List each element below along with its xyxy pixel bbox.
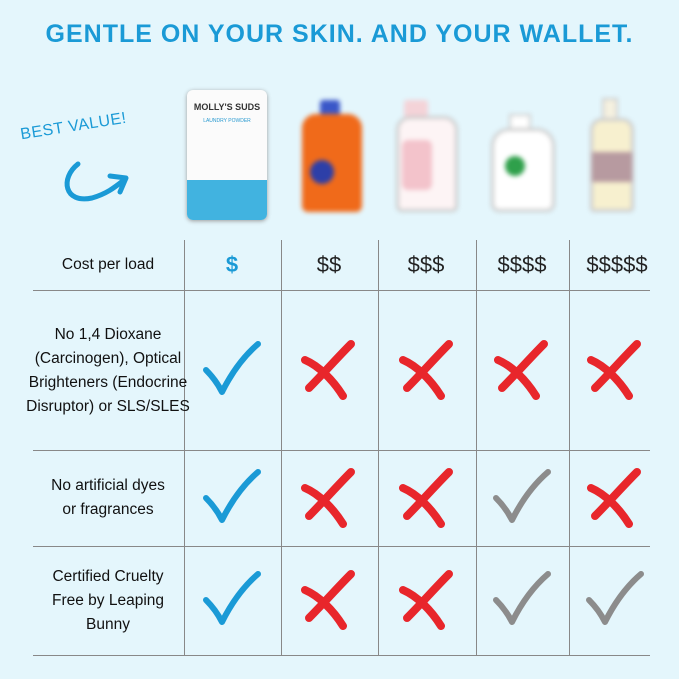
product-competitor-orange (298, 90, 364, 220)
x-mark-icon (492, 340, 552, 400)
x-mark-icon (585, 340, 645, 400)
row-label-cost: Cost per load (61, 256, 155, 273)
x-mark-icon (397, 340, 457, 400)
cost-value: $$$$$ (586, 252, 648, 277)
column-divider (378, 240, 379, 655)
x-mark-icon (299, 468, 359, 528)
product-competitor-cream (588, 90, 636, 220)
column-divider (569, 240, 570, 655)
column-divider (281, 240, 282, 655)
row-label-dyes: No artificial dyes or fragrances (51, 477, 165, 518)
cost-value: $ (225, 252, 239, 277)
product-competitor-pink (392, 90, 462, 220)
x-mark-icon (299, 570, 359, 630)
product-mollys-suds: MOLLY'S SUDS LAUNDRY POWDER (187, 90, 267, 220)
check-mark-icon (492, 468, 552, 528)
row-divider (33, 450, 650, 451)
cost-value: $$ (316, 252, 342, 277)
check-mark-icon (585, 570, 645, 630)
curved-arrow-icon (64, 161, 129, 202)
check-mark-icon (202, 468, 262, 528)
x-mark-icon (397, 468, 457, 528)
column-divider (184, 240, 185, 655)
x-mark-icon (585, 468, 645, 528)
row-label-cruelty: Certified Cruelty Free by Leaping Bunny (51, 568, 165, 633)
product-competitor-white-green (487, 90, 559, 220)
row-divider (33, 546, 650, 547)
check-mark-icon (202, 570, 262, 630)
x-mark-icon (299, 340, 359, 400)
best-value-badge: BEST VALUE! (19, 109, 128, 144)
row-divider (33, 290, 650, 291)
row-label-dioxane: No 1,4 Dioxane (Carcinogen), Optical Bri… (26, 326, 190, 415)
x-mark-icon (397, 570, 457, 630)
headline: GENTLE ON YOUR SKIN. AND YOUR WALLET. (45, 20, 634, 48)
cost-value: $$$$ (497, 252, 547, 277)
column-divider (476, 240, 477, 655)
check-mark-icon (202, 340, 262, 400)
cost-value: $$$ (407, 252, 445, 277)
check-mark-icon (492, 570, 552, 630)
row-divider (33, 655, 650, 656)
